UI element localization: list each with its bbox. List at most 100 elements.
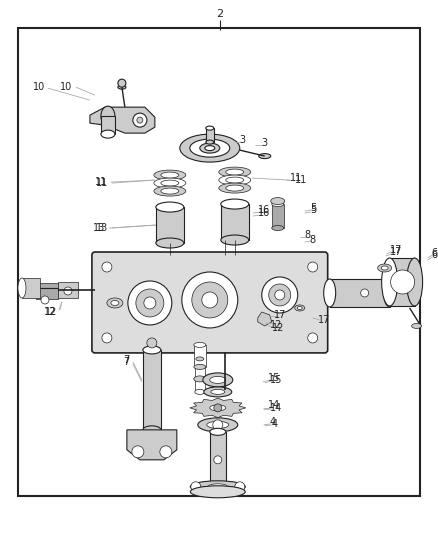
Ellipse shape: [219, 183, 251, 193]
Ellipse shape: [219, 167, 251, 177]
Circle shape: [308, 262, 318, 272]
Circle shape: [136, 289, 164, 317]
Circle shape: [102, 262, 112, 272]
Circle shape: [391, 270, 415, 294]
Text: 12: 12: [43, 307, 56, 317]
Circle shape: [192, 282, 228, 318]
Polygon shape: [90, 107, 155, 133]
Ellipse shape: [271, 198, 285, 205]
Polygon shape: [127, 430, 177, 460]
Ellipse shape: [211, 390, 225, 394]
Polygon shape: [258, 312, 272, 326]
Ellipse shape: [210, 429, 226, 435]
Bar: [206, 128, 214, 142]
Text: 11: 11: [95, 177, 107, 187]
Ellipse shape: [204, 387, 232, 397]
Ellipse shape: [191, 481, 245, 493]
Circle shape: [214, 456, 222, 464]
Circle shape: [262, 277, 298, 313]
Ellipse shape: [208, 484, 228, 490]
Ellipse shape: [221, 199, 249, 209]
Ellipse shape: [259, 154, 271, 159]
Text: 11: 11: [290, 173, 302, 183]
Circle shape: [102, 333, 112, 343]
Text: 13: 13: [93, 223, 105, 233]
Ellipse shape: [101, 106, 115, 126]
Ellipse shape: [161, 172, 179, 178]
Ellipse shape: [297, 306, 302, 310]
Ellipse shape: [156, 202, 184, 212]
Text: 10: 10: [60, 82, 72, 92]
Text: 12: 12: [270, 320, 282, 330]
Text: 8: 8: [305, 230, 311, 240]
Ellipse shape: [180, 134, 240, 162]
Bar: [210, 432, 226, 487]
Ellipse shape: [381, 258, 398, 306]
Ellipse shape: [111, 301, 119, 305]
Text: 2: 2: [216, 9, 223, 19]
Bar: [156, 207, 184, 243]
Text: 7: 7: [124, 355, 130, 365]
Ellipse shape: [200, 143, 220, 153]
Circle shape: [133, 113, 147, 127]
Ellipse shape: [219, 175, 251, 185]
Ellipse shape: [18, 278, 26, 298]
Text: 14: 14: [270, 403, 282, 413]
Circle shape: [147, 338, 157, 348]
Circle shape: [182, 272, 238, 328]
Text: 15: 15: [270, 375, 282, 385]
Text: 5: 5: [310, 205, 316, 215]
Ellipse shape: [195, 390, 205, 394]
Ellipse shape: [221, 235, 249, 245]
Text: 17: 17: [390, 247, 402, 257]
Bar: [36, 283, 58, 299]
Circle shape: [132, 446, 144, 458]
Circle shape: [269, 284, 291, 306]
Ellipse shape: [203, 373, 233, 387]
Text: 16: 16: [258, 208, 270, 218]
Bar: [390, 258, 415, 306]
Text: 11: 11: [295, 175, 307, 185]
Bar: [272, 204, 284, 228]
Bar: [101, 116, 115, 134]
Ellipse shape: [207, 422, 229, 429]
Ellipse shape: [206, 140, 214, 144]
Ellipse shape: [324, 279, 336, 307]
Text: 4: 4: [270, 417, 276, 427]
Ellipse shape: [272, 225, 284, 231]
Ellipse shape: [143, 346, 161, 354]
Bar: [330, 279, 390, 307]
Ellipse shape: [194, 342, 206, 348]
Circle shape: [308, 333, 318, 343]
Ellipse shape: [226, 177, 244, 183]
Ellipse shape: [406, 258, 423, 306]
Ellipse shape: [161, 188, 179, 194]
Ellipse shape: [143, 426, 161, 434]
Ellipse shape: [18, 283, 34, 291]
Ellipse shape: [210, 483, 226, 490]
Ellipse shape: [107, 298, 123, 308]
Ellipse shape: [196, 357, 204, 361]
Ellipse shape: [154, 186, 186, 196]
Circle shape: [202, 292, 218, 308]
Ellipse shape: [191, 486, 245, 498]
Ellipse shape: [226, 185, 244, 191]
Ellipse shape: [194, 365, 206, 369]
Ellipse shape: [190, 139, 230, 157]
Ellipse shape: [101, 130, 115, 138]
Ellipse shape: [295, 305, 305, 311]
Circle shape: [360, 289, 369, 297]
Text: 17: 17: [274, 310, 286, 320]
Circle shape: [137, 117, 143, 123]
Ellipse shape: [210, 376, 226, 383]
Circle shape: [214, 404, 222, 412]
Bar: [22, 278, 40, 298]
Ellipse shape: [384, 279, 396, 307]
Ellipse shape: [206, 126, 214, 130]
Polygon shape: [190, 398, 246, 418]
Circle shape: [128, 281, 172, 325]
Text: 17: 17: [390, 245, 402, 255]
Bar: [195, 362, 205, 392]
Bar: [58, 282, 78, 298]
Text: 7: 7: [124, 357, 130, 367]
